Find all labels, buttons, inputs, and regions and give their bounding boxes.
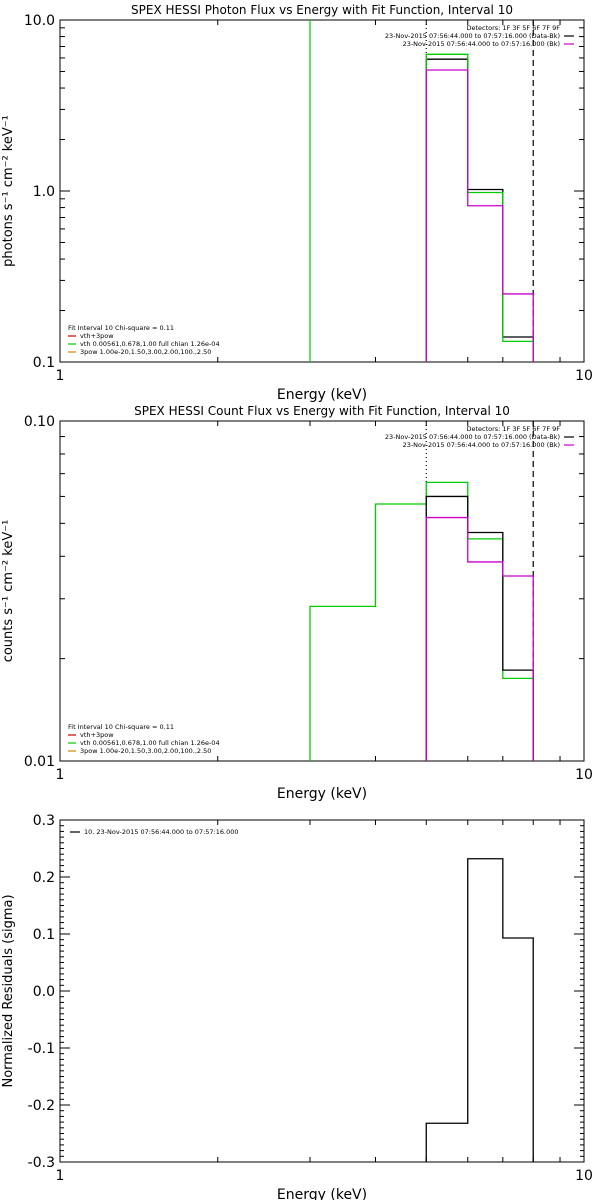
y-tick-label: 10.0	[24, 13, 55, 29]
legend-bottom-text: 3pow 1.00e-20,1.50,3.00,2.00,100.,2.50	[80, 747, 211, 755]
chart-title: SPEX HESSI Count Flux vs Energy with Fit…	[134, 404, 510, 418]
legend-bottom-text: vth 0.00561,0.678,1.00 full chian 1.26e-…	[80, 340, 220, 348]
chart-panel-2: SPEX HESSI Count Flux vs Energy with Fit…	[1, 404, 593, 802]
y-tick-label: 0.3	[33, 813, 55, 829]
y-tick-label: 0.0	[33, 984, 55, 1000]
series-1-histogram	[309, 481, 534, 761]
legend-top-text: 23-Nov-2015 07:56:44.000 to 07:57:16.000…	[385, 32, 560, 40]
plot-frame	[59, 819, 585, 1163]
y-tick-label: 1.0	[33, 184, 55, 200]
y-tick-label: -0.3	[28, 1155, 55, 1171]
y-axis-label: counts s⁻¹ cm⁻² keV⁻¹	[1, 520, 16, 663]
plot-frame	[59, 19, 585, 363]
chart-panel-3: 1 10 -0.3 -0.2 -0.1 0.0 0.1 0.2 0.3 Energy (keV) N…	[1, 813, 593, 1200]
series-1-histogram	[425, 858, 534, 1162]
y-tick-label: 0.01	[24, 754, 55, 770]
series-2-histogram	[425, 53, 534, 362]
x-axis-label: Energy (keV)	[277, 1187, 367, 1200]
x-tick-label: 1	[56, 1168, 65, 1184]
plot-frame	[59, 420, 585, 762]
legend-bottom-text: vth+3pow	[80, 332, 114, 340]
legend-top-text: 23-Nov-2015 07:56:44.000 to 07:57:16.000…	[385, 433, 560, 441]
x-tick-label: 1	[56, 767, 65, 783]
y-tick-label: 0.2	[33, 870, 55, 886]
legend-bottom-text: vth 0.00561,0.678,1.00 full chian 1.26e-…	[80, 739, 220, 747]
x-tick-label: 10	[575, 767, 593, 783]
series-3-histogram	[425, 69, 534, 362]
series-2-histogram	[425, 495, 534, 761]
x-axis-label: Energy (keV)	[277, 387, 367, 403]
y-tick-label: 0.10	[24, 414, 55, 430]
legend-top-text: 10. 23-Nov-2015 07:56:44.000 to 07:57:16…	[84, 828, 238, 836]
chart-panel-1: SPEX HESSI Photon Flux vs Energy with Fi…	[1, 3, 593, 403]
chart-title: SPEX HESSI Photon Flux vs Energy with Fi…	[131, 3, 513, 17]
y-axis-label: Normalized Residuals (sigma)	[1, 894, 16, 1087]
y-tick-label: 0.1	[33, 355, 55, 371]
legend-bottom-text: 3pow 1.00e-20,1.50,3.00,2.00,100.,2.50	[80, 348, 211, 356]
x-tick-label: 10	[575, 368, 593, 384]
y-tick-label: -0.1	[28, 1041, 55, 1057]
y-axis-label: photons s⁻¹ cm⁻² keV⁻¹	[1, 115, 16, 267]
legend-top-text: 23-Nov-2015 07:56:44.000 to 07:57:16.000…	[403, 40, 560, 48]
series-3-histogram	[425, 516, 534, 761]
series-1-histogram	[425, 58, 534, 362]
y-tick-label: 0.1	[33, 927, 55, 943]
x-tick-label: 10	[575, 1168, 593, 1184]
legend-top-text: Detectors: 1F 3F 5F 6F 7F 9F	[466, 425, 560, 433]
x-axis-label: Energy (keV)	[277, 786, 367, 802]
legend-bottom-text: Fit Interval 10 Chi-square = 0.11	[68, 324, 174, 332]
x-tick-label: 1	[56, 368, 65, 384]
legend-top-text: 23-Nov-2015 07:56:44.000 to 07:57:16.000…	[403, 441, 560, 449]
legend-top-text: Detectors: 1F 3F 5F 6F 7F 9F	[466, 24, 560, 32]
legend-bottom-text: vth+3pow	[80, 731, 114, 739]
legend-bottom-text: Fit Interval 10 Chi-square = 0.11	[68, 723, 174, 731]
y-tick-label: -0.2	[28, 1098, 55, 1114]
